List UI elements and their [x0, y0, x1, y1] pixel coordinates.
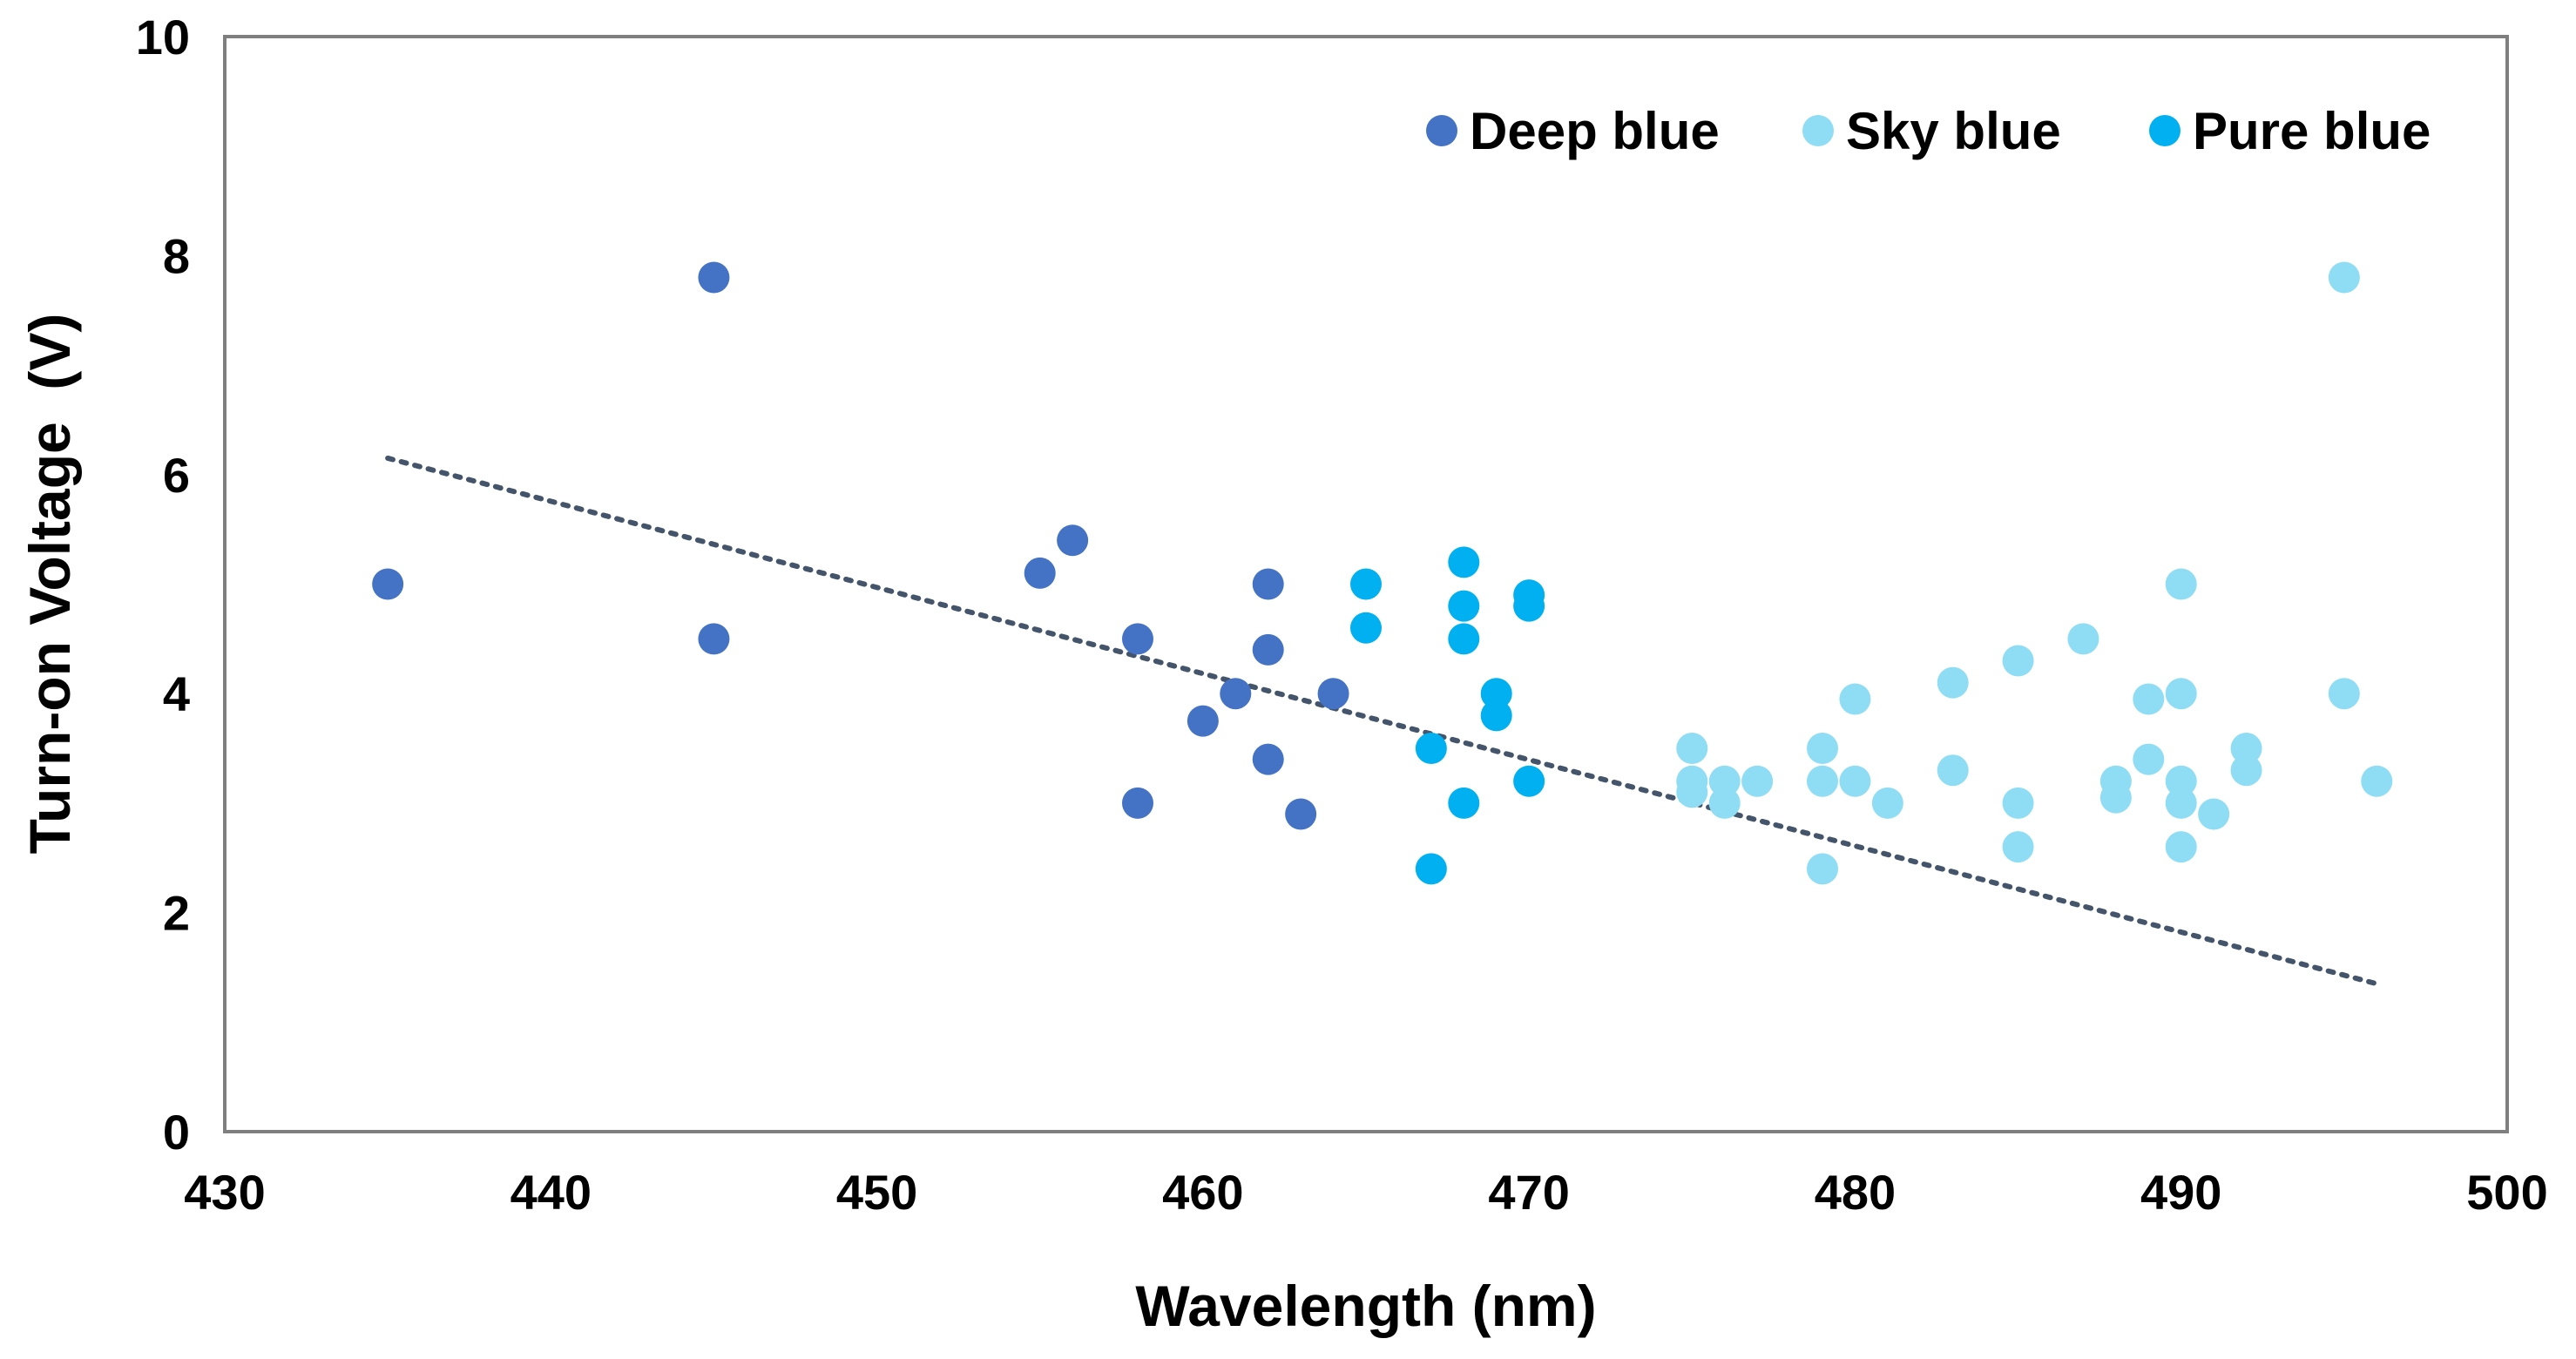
data-point-sky-blue — [1871, 787, 1903, 819]
legend-marker-pure-blue — [2149, 115, 2180, 146]
data-point-pure-blue — [1448, 590, 1480, 622]
x-tick-label: 440 — [510, 1165, 592, 1220]
data-point-deep-blue — [1252, 568, 1284, 600]
data-point-deep-blue — [1252, 743, 1284, 775]
x-tick-label: 490 — [2140, 1165, 2221, 1220]
data-point-sky-blue — [2165, 678, 2197, 710]
data-point-deep-blue — [698, 261, 730, 294]
data-points — [372, 261, 2393, 885]
y-tick-label: 8 — [163, 228, 190, 283]
y-tick-label: 4 — [163, 666, 190, 721]
data-point-sky-blue — [2002, 645, 2034, 677]
x-tick-label: 430 — [184, 1165, 265, 1220]
data-point-sky-blue — [2230, 733, 2262, 765]
x-axis-title: Wavelength (nm) — [1135, 1274, 1596, 1338]
data-point-deep-blue — [698, 623, 730, 655]
data-point-sky-blue — [2002, 831, 2034, 863]
data-point-sky-blue — [2361, 765, 2393, 797]
legend-label-deep-blue: Deep blue — [1470, 102, 1720, 160]
data-point-sky-blue — [1676, 733, 1708, 765]
data-point-sky-blue — [2328, 261, 2360, 294]
data-point-pure-blue — [1448, 787, 1480, 819]
data-point-sky-blue — [1839, 765, 1871, 797]
data-point-deep-blue — [1220, 678, 1252, 710]
plot-area-border — [223, 35, 2509, 1133]
data-point-deep-blue — [1285, 798, 1317, 830]
data-point-deep-blue — [1024, 557, 1056, 589]
legend: Deep blue Sky blue Pure blue — [1426, 102, 2431, 160]
data-point-sky-blue — [2133, 683, 2165, 715]
data-point-sky-blue — [2133, 743, 2165, 775]
data-point-deep-blue — [1252, 633, 1284, 666]
data-point-sky-blue — [2099, 781, 2132, 814]
y-tick-label: 0 — [163, 1105, 190, 1160]
trendline-group — [385, 455, 2380, 987]
data-point-sky-blue — [2165, 568, 2197, 600]
data-point-sky-blue — [1807, 733, 1838, 765]
data-point-sky-blue — [1839, 683, 1871, 715]
legend-marker-deep-blue — [1426, 115, 1457, 146]
y-tick-label: 2 — [163, 886, 190, 941]
data-point-pure-blue — [1513, 590, 1545, 622]
legend-label-pure-blue: Pure blue — [2193, 102, 2431, 160]
x-tick-label: 500 — [2466, 1165, 2547, 1220]
data-point-deep-blue — [1187, 705, 1219, 737]
data-point-deep-blue — [1122, 623, 1153, 655]
data-point-deep-blue — [1122, 787, 1153, 819]
data-point-sky-blue — [2230, 754, 2262, 787]
data-point-sky-blue — [1708, 765, 1741, 797]
data-point-pure-blue — [1350, 568, 1382, 600]
data-point-pure-blue — [1448, 546, 1480, 578]
trendline — [385, 455, 2380, 987]
data-point-sky-blue — [1708, 787, 1741, 819]
data-point-sky-blue — [2165, 787, 2197, 819]
data-point-sky-blue — [1676, 776, 1708, 808]
data-point-pure-blue — [1415, 733, 1447, 765]
data-point-pure-blue — [1513, 765, 1545, 797]
data-point-sky-blue — [2002, 787, 2034, 819]
data-point-sky-blue — [1741, 765, 1774, 797]
data-point-sky-blue — [2067, 623, 2099, 655]
data-point-sky-blue — [1807, 765, 1838, 797]
x-tick-label: 450 — [836, 1165, 917, 1220]
x-tick-label: 470 — [1488, 1165, 1569, 1220]
data-point-sky-blue — [2328, 678, 2360, 710]
y-tick-label: 6 — [163, 448, 190, 503]
data-point-deep-blue — [1317, 678, 1349, 710]
x-tick-label: 460 — [1162, 1165, 1243, 1220]
data-point-sky-blue — [1937, 666, 1969, 699]
y-tick-labels: 0 2 4 6 8 10 — [136, 10, 190, 1160]
data-point-sky-blue — [2165, 765, 2197, 797]
legend-label-sky-blue: Sky blue — [1846, 102, 2061, 160]
data-point-pure-blue — [1350, 612, 1382, 644]
data-point-pure-blue — [1480, 700, 1512, 732]
data-point-pure-blue — [1448, 623, 1480, 655]
data-point-deep-blue — [1057, 524, 1089, 557]
legend-marker-sky-blue — [1802, 115, 1834, 146]
data-point-sky-blue — [2198, 798, 2230, 830]
data-point-deep-blue — [372, 568, 404, 600]
data-point-pure-blue — [1415, 853, 1447, 885]
y-tick-label: 10 — [136, 10, 190, 64]
data-point-sky-blue — [1937, 754, 1969, 787]
y-axis-title: Turn-on Voltage (V) — [17, 314, 82, 855]
data-point-sky-blue — [1807, 853, 1838, 885]
x-tick-labels: 430 440 450 460 470 480 490 500 — [184, 1165, 2547, 1220]
x-tick-label: 480 — [1815, 1165, 1896, 1220]
data-point-sky-blue — [2165, 831, 2197, 863]
data-point-pure-blue — [1480, 678, 1512, 710]
